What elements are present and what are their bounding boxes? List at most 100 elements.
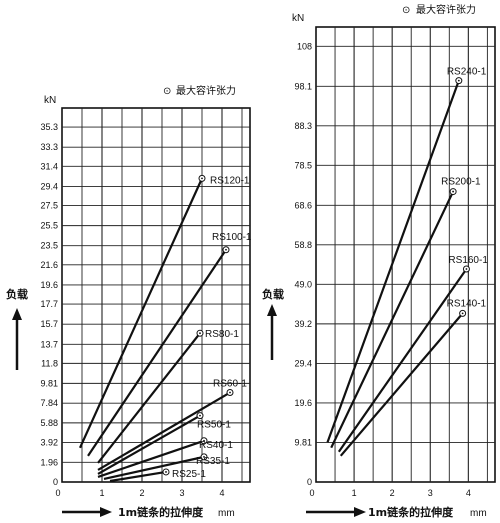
chart-left-ytick-label: 5.88 <box>40 418 58 428</box>
y-axis-arrow-right <box>267 304 277 360</box>
max-tension-marker-dot <box>457 79 460 82</box>
max-tension-marker-dot <box>225 248 227 251</box>
max-tension-marker-dot <box>199 332 201 335</box>
chart-right-ytick-label: 19.6 <box>294 398 312 408</box>
series-line <box>103 455 205 481</box>
chart-left-plot-frame <box>61 107 251 483</box>
chart-left-ytick-label: 3.92 <box>40 438 58 448</box>
chart-left-ytick-label: 0 <box>53 477 58 487</box>
series-label: RS60-1 <box>213 379 247 390</box>
max-tension-marker-dot <box>229 391 231 394</box>
series-line <box>330 191 455 449</box>
x-axis-arrow-left <box>62 507 112 517</box>
max-tension-marker-dot <box>203 439 205 442</box>
chart-left-ytick-label: 1.96 <box>40 457 58 467</box>
chart-left-ytick-label: 27.5 <box>40 201 58 211</box>
chart-right-legend-text: 最大容许张力 <box>416 3 476 16</box>
chart-left-series: RS120-1 RS100-1 RS80-1 RS60-1 RS50-1 RS40-1 RS… <box>78 174 252 483</box>
chart-right-plot-frame <box>315 26 496 483</box>
chart-right-ytick-label: 78.5 <box>294 160 312 170</box>
series-label: RS200-1 <box>441 177 481 188</box>
chart-left-xtick-label: 3 <box>179 488 184 498</box>
max-tension-marker-dot <box>203 455 205 458</box>
chart-right-ytick-label: 0 <box>307 477 312 487</box>
chart-left-series-rs40-1: RS40-1 <box>97 437 233 479</box>
chart-right-y-unit: kN <box>292 13 304 24</box>
max-tension-marker-dot <box>452 190 455 193</box>
max-tension-marker-dot <box>465 268 468 270</box>
series-label: RS100-1 <box>212 232 252 243</box>
chart-left-xtick-label: 4 <box>219 488 224 498</box>
series-label: RS25-1 <box>172 469 206 480</box>
chart-right-ytick-label: 58.8 <box>294 240 312 250</box>
chart-left-xtick-label: 1 <box>99 488 104 498</box>
series-line <box>97 414 201 475</box>
chart-right-x-ticks: 0 1 2 3 4 <box>309 488 470 498</box>
chart-left-ytick-label: 19.6 <box>40 280 58 290</box>
chart-left-y-unit: kN <box>44 95 56 106</box>
series-line <box>97 332 201 464</box>
series-label: RS35-1 <box>196 456 230 467</box>
chart-right-ytick-label: 49.0 <box>294 279 312 289</box>
chart-left-ytick-label: 9.81 <box>40 378 58 388</box>
chart-right-x-title: 1m链条的拉伸度 <box>368 505 454 519</box>
chart-right-xtick-label: 1 <box>352 488 357 498</box>
series-label: RS120-1 <box>210 175 250 186</box>
x-axis-arrow-right <box>306 507 366 517</box>
chart-left-ytick-label: 35.3 <box>40 122 58 132</box>
chart-left-series-rs35-1: RS35-1 <box>103 453 230 481</box>
y-axis-arrow-left <box>12 308 22 370</box>
chart-right-ytick-label: 98.1 <box>294 81 312 91</box>
chart-left-ytick-label: 25.5 <box>40 221 58 231</box>
max-tension-marker-dot <box>461 312 464 315</box>
chart-right-ytick-label: 88.3 <box>294 121 312 131</box>
chart-left-grid <box>61 107 251 483</box>
chart-right-series-rs140-1: RS140-1 <box>339 298 487 457</box>
chart-left-series-rs120-1: RS120-1 <box>78 174 250 449</box>
chart-left-ytick-label: 31.4 <box>40 161 58 171</box>
series-line <box>326 80 460 443</box>
chart-right-xtick-label: 4 <box>466 488 471 498</box>
chart-right-ytick-label: 108 <box>297 41 312 51</box>
chart-left-ytick-label: 21.6 <box>40 260 58 270</box>
chart-left-ytick-label: 15.7 <box>40 319 58 329</box>
chart-left-y-ticks: 0 1.96 3.92 5.88 7.84 9.81 11.8 13.7 15.7 17.7 19.… <box>40 122 58 487</box>
series-label: RS50-1 <box>197 420 231 431</box>
max-tension-marker-dot <box>199 414 201 417</box>
chart-right-series-rs240-1: RS240-1 <box>326 67 487 443</box>
chart-right-x-unit: mm <box>470 508 487 519</box>
chart-left-series-rs100-1: RS100-1 <box>87 232 252 457</box>
max-tension-marker-dot <box>201 177 203 180</box>
chart-right-y-title: 负载 <box>262 287 284 301</box>
chart-right-series-rs200-1: RS200-1 <box>330 177 481 449</box>
chart-left-xtick-label: 0 <box>55 488 60 498</box>
chart-left-x-ticks: 0 1 2 3 4 <box>55 488 224 498</box>
chart-right-ytick-label: 9.81 <box>294 437 312 447</box>
series-label: RS140-1 <box>447 298 487 309</box>
chart-left-x-title: 1m链条的拉伸度 <box>118 505 204 519</box>
series-label: RS160-1 <box>448 255 488 266</box>
chart-right-ytick-label: 39.2 <box>294 319 312 329</box>
series-line <box>87 249 227 457</box>
chart-left-ytick-label: 13.7 <box>40 339 58 349</box>
chart-right-xtick-label: 2 <box>390 488 395 498</box>
chart-right-legend-marker: ⊙ <box>402 5 410 16</box>
chart-left-ytick-label: 7.84 <box>40 398 58 408</box>
chart-left-ytick-label: 33.3 <box>40 142 58 152</box>
chart-left-x-unit: mm <box>218 508 235 519</box>
chart-left-xtick-label: 2 <box>139 488 144 498</box>
series-label: RS40-1 <box>199 440 233 451</box>
max-tension-marker-dot <box>165 471 167 473</box>
chart-right-series: RS240-1 RS200-1 RS160-1 RS140-1 <box>326 67 488 457</box>
chart-left-y-title: 负载 <box>6 287 28 301</box>
chart-right-xtick-label: 3 <box>428 488 433 498</box>
chart-left-ytick-label: 23.5 <box>40 241 58 251</box>
chart-right-ytick-label: 29.4 <box>294 358 312 368</box>
series-line <box>337 268 468 453</box>
chart-right-ytick-label: 68.6 <box>294 200 312 210</box>
chart-left-series-rs50-1: RS50-1 <box>97 412 231 475</box>
series-line <box>339 312 464 457</box>
series-label: RS80-1 <box>205 329 239 340</box>
chart-left-series-rs60-1: RS60-1 <box>97 379 247 471</box>
series-line <box>109 470 167 483</box>
